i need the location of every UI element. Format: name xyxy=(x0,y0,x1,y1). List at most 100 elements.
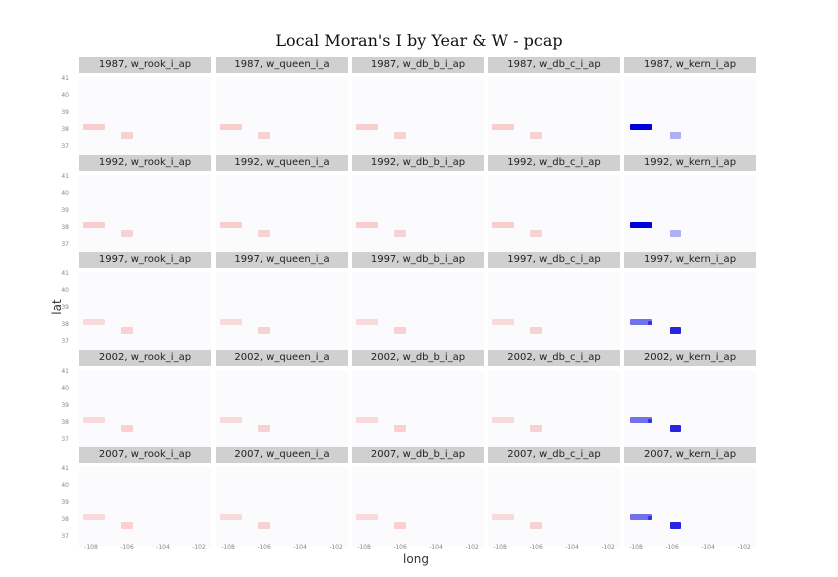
x-tick-label: -106 xyxy=(257,544,271,551)
y-axis-label: lat xyxy=(50,299,64,315)
x-tick-label: -104 xyxy=(565,544,579,551)
panel-strip-label: 1987, w_kern_i_ap xyxy=(624,57,756,73)
cluster-mark xyxy=(530,132,542,139)
cluster-mark xyxy=(83,222,105,228)
facet-panel xyxy=(352,77,484,157)
cluster-mark xyxy=(648,516,652,520)
cluster-mark xyxy=(258,230,270,237)
y-tick-label: 39 xyxy=(61,499,69,506)
panel-strip-label: 2002, w_db_b_i_ap xyxy=(352,350,484,366)
y-tick-label: 40 xyxy=(61,482,69,489)
facet-panel xyxy=(488,272,620,352)
panel-strip-label: 1987, w_rook_i_ap xyxy=(79,57,211,73)
cluster-mark xyxy=(530,327,542,334)
facet-panel xyxy=(79,272,211,352)
cluster-mark xyxy=(258,327,270,334)
y-tick-label: 38 xyxy=(61,224,69,231)
panel-strip-label: 2002, w_kern_i_ap xyxy=(624,350,756,366)
cluster-mark xyxy=(83,417,105,423)
y-tick-label: 39 xyxy=(61,402,69,409)
y-tick-label: 37 xyxy=(61,143,69,150)
cluster-mark xyxy=(670,425,681,432)
panel-strip-label: 2007, w_db_b_i_ap xyxy=(352,447,484,463)
cluster-mark xyxy=(394,522,406,529)
cluster-mark xyxy=(83,514,105,520)
facet-panel xyxy=(216,370,348,450)
y-tick-label: 39 xyxy=(61,109,69,116)
y-tick-label: 40 xyxy=(61,385,69,392)
cluster-mark xyxy=(630,514,652,520)
cluster-mark xyxy=(121,132,133,139)
facet-panel xyxy=(488,77,620,157)
facet-panel xyxy=(352,272,484,352)
facet-panel xyxy=(352,370,484,450)
panel-strip-label: 2007, w_rook_i_ap xyxy=(79,447,211,463)
panel-strip-label: 1997, w_queen_i_a xyxy=(216,252,348,268)
panel-strip-label: 1987, w_db_c_i_ap xyxy=(488,57,620,73)
x-tick-label: -106 xyxy=(665,544,679,551)
cluster-mark xyxy=(394,425,406,432)
facet-panel xyxy=(216,272,348,352)
y-tick-label: 38 xyxy=(61,321,69,328)
cluster-mark xyxy=(220,417,242,423)
cluster-mark xyxy=(83,124,105,130)
x-tick-label: -102 xyxy=(737,544,751,551)
y-tick-label: 38 xyxy=(61,126,69,133)
cluster-mark xyxy=(258,132,270,139)
x-tick-label: -104 xyxy=(429,544,443,551)
panel-strip-label: 2002, w_queen_i_a xyxy=(216,350,348,366)
facet-panel xyxy=(488,370,620,450)
panel-strip-label: 2007, w_kern_i_ap xyxy=(624,447,756,463)
panel-strip-label: 1992, w_kern_i_ap xyxy=(624,155,756,171)
cluster-mark xyxy=(670,132,681,139)
y-tick-label: 39 xyxy=(61,207,69,214)
facet-panel xyxy=(79,175,211,255)
facet-panel xyxy=(79,467,211,547)
panel-strip-label: 1997, w_db_c_i_ap xyxy=(488,252,620,268)
cluster-mark xyxy=(220,222,242,228)
cluster-mark xyxy=(83,319,105,325)
y-tick-label: 41 xyxy=(61,465,69,472)
cluster-mark xyxy=(630,417,652,423)
y-tick-label: 38 xyxy=(61,516,69,523)
y-tick-label: 41 xyxy=(61,173,69,180)
y-tick-label: 39 xyxy=(61,304,69,311)
cluster-mark xyxy=(356,319,378,325)
cluster-mark xyxy=(121,230,133,237)
facet-panel xyxy=(216,467,348,547)
x-tick-label: -108 xyxy=(629,544,643,551)
facet-panel xyxy=(488,467,620,547)
panel-strip-label: 1992, w_queen_i_a xyxy=(216,155,348,171)
cluster-mark xyxy=(670,522,681,529)
x-tick-label: -102 xyxy=(329,544,343,551)
panel-strip-label: 2002, w_db_c_i_ap xyxy=(488,350,620,366)
x-tick-label: -108 xyxy=(221,544,235,551)
x-tick-label: -106 xyxy=(393,544,407,551)
y-tick-label: 41 xyxy=(61,368,69,375)
panel-strip-label: 1987, w_db_b_i_ap xyxy=(352,57,484,73)
facet-panel xyxy=(488,175,620,255)
y-tick-label: 40 xyxy=(61,287,69,294)
cluster-mark xyxy=(220,124,242,130)
x-tick-label: -102 xyxy=(192,544,206,551)
cluster-mark xyxy=(356,222,378,228)
cluster-mark xyxy=(530,522,542,529)
x-tick-label: -104 xyxy=(701,544,715,551)
cluster-mark xyxy=(356,417,378,423)
panel-strip-label: 1987, w_queen_i_a xyxy=(216,57,348,73)
cluster-mark xyxy=(648,321,652,325)
facet-panel xyxy=(216,175,348,255)
y-tick-label: 37 xyxy=(61,436,69,443)
x-tick-label: -106 xyxy=(120,544,134,551)
panel-strip-label: 2002, w_rook_i_ap xyxy=(79,350,211,366)
panel-strip-label: 1997, w_db_b_i_ap xyxy=(352,252,484,268)
x-tick-label: -108 xyxy=(357,544,371,551)
cluster-mark xyxy=(670,230,681,237)
cluster-mark xyxy=(394,132,406,139)
y-tick-label: 41 xyxy=(61,75,69,82)
x-tick-label: -104 xyxy=(156,544,170,551)
panel-strip-label: 1992, w_db_b_i_ap xyxy=(352,155,484,171)
facet-panel xyxy=(352,175,484,255)
y-tick-label: 37 xyxy=(61,338,69,345)
